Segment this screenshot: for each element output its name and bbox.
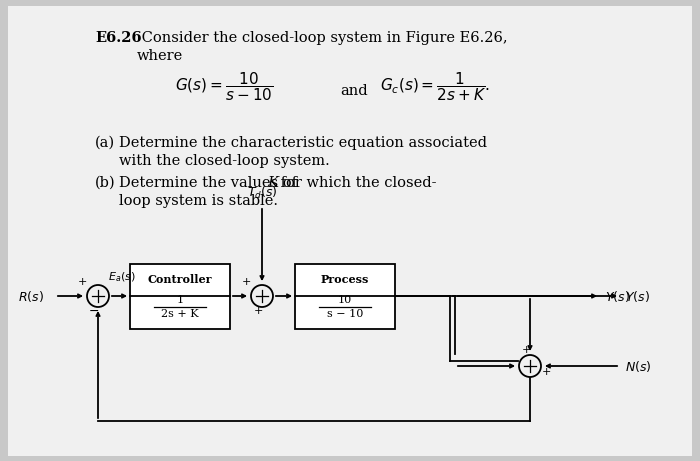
Text: +: +	[522, 345, 531, 355]
Text: loop system is stable.: loop system is stable.	[119, 194, 278, 208]
Text: for which the closed-: for which the closed-	[276, 176, 437, 190]
Text: Determine the characteristic equation associated: Determine the characteristic equation as…	[119, 136, 487, 150]
Text: $T_d(s)$: $T_d(s)$	[246, 185, 277, 201]
Text: (a): (a)	[95, 136, 115, 150]
Text: +: +	[541, 367, 551, 377]
Bar	[295, 264, 395, 329]
Text: $Y(s)$: $Y(s)$	[605, 289, 630, 303]
Text: and: and	[340, 84, 368, 98]
Text: Process: Process	[321, 274, 369, 285]
Text: Determine the values of: Determine the values of	[119, 176, 302, 190]
Text: 1: 1	[176, 295, 183, 305]
Text: −: −	[89, 305, 99, 318]
Text: $E_a(s)$: $E_a(s)$	[108, 271, 136, 284]
FancyBboxPatch shape	[8, 6, 692, 456]
Text: E6.26: E6.26	[95, 31, 141, 45]
Text: Controller: Controller	[148, 274, 212, 285]
Bar	[130, 264, 230, 329]
Text: $Y(s)$: $Y(s)$	[625, 289, 650, 303]
Text: $N(s)$: $N(s)$	[625, 359, 652, 373]
Text: K: K	[267, 176, 278, 190]
Text: +: +	[253, 306, 262, 316]
Text: (b): (b)	[95, 176, 116, 190]
Text: s − 10: s − 10	[327, 309, 363, 319]
Text: $G(s) = \dfrac{10}{s-10}$: $G(s) = \dfrac{10}{s-10}$	[175, 71, 274, 103]
Text: +: +	[77, 277, 87, 287]
Text: 2s + K: 2s + K	[161, 309, 199, 319]
Circle shape	[519, 355, 541, 377]
Circle shape	[87, 285, 109, 307]
Circle shape	[251, 285, 273, 307]
Text: +: +	[241, 277, 251, 287]
Text: with the closed-loop system.: with the closed-loop system.	[119, 154, 330, 168]
Text: Consider the closed-loop system in Figure E6.26,: Consider the closed-loop system in Figur…	[137, 31, 508, 45]
Text: $G_c(s) = \dfrac{1}{2s+K}$.: $G_c(s) = \dfrac{1}{2s+K}$.	[380, 71, 490, 103]
Text: $R(s)$: $R(s)$	[18, 289, 44, 303]
Text: 10: 10	[338, 295, 352, 305]
Text: where: where	[137, 49, 183, 63]
